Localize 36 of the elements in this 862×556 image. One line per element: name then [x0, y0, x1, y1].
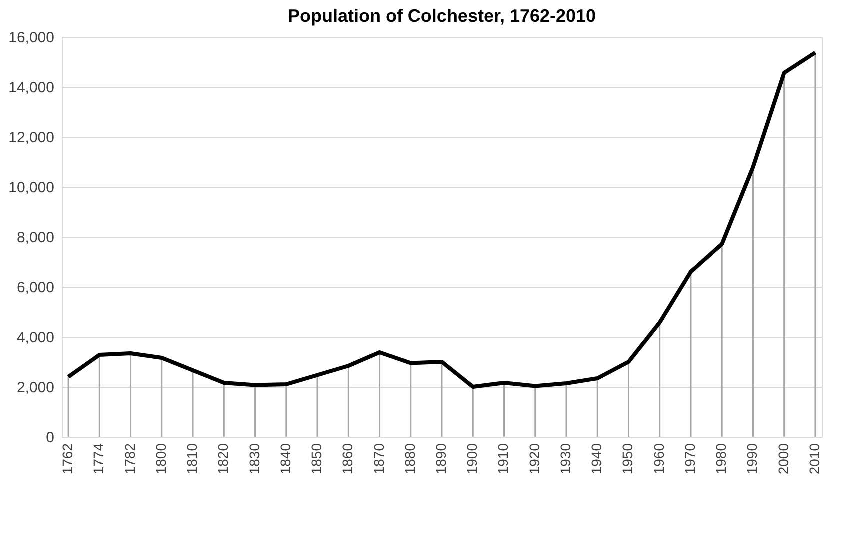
x-tick-label: 1810 — [184, 443, 200, 475]
x-tick-label: 1830 — [246, 443, 262, 475]
line-series — [66, 50, 818, 389]
y-tick-label: 2,000 — [16, 380, 54, 396]
y-tick-label: 14,000 — [8, 80, 54, 96]
y-tick-label: 6,000 — [16, 280, 54, 296]
x-tick-label: 1820 — [215, 443, 232, 475]
y-tick-label: 4,000 — [16, 330, 54, 346]
x-tick-label: 1762 — [60, 443, 76, 475]
x-tick-label: 1800 — [152, 443, 169, 475]
x-tick-label: 1930 — [557, 443, 574, 475]
y-tick-label: 12,000 — [8, 130, 54, 146]
y-tick-label: 0 — [46, 430, 54, 446]
x-tick-label: 1774 — [90, 443, 107, 475]
x-tick-label: 1840 — [277, 443, 294, 475]
x-tick-label: 1870 — [370, 443, 387, 475]
x-tick-label: 1980 — [713, 443, 730, 475]
x-tick-label: 1910 — [495, 443, 512, 475]
x-tick-label: 2010 — [806, 443, 822, 475]
x-tick-label: 1782 — [122, 443, 138, 475]
x-tick-label: 1850 — [308, 443, 325, 475]
x-tick-label: 1990 — [744, 443, 760, 475]
x-tick-label: 2000 — [775, 443, 792, 475]
x-tick-label: 1940 — [588, 443, 605, 475]
chart-title: Population of Colchester, 1762-2010 — [288, 6, 596, 26]
y-tick-label: 16,000 — [8, 30, 54, 46]
x-tick-label: 1970 — [682, 443, 698, 475]
y-tick-label: 10,000 — [8, 180, 54, 196]
x-tick-label: 1960 — [650, 443, 667, 475]
x-tick-label: 1900 — [464, 443, 480, 475]
x-tick-label: 1880 — [402, 443, 418, 475]
y-tick-label: 8,000 — [16, 230, 54, 246]
x-tick-label: 1890 — [433, 443, 449, 475]
x-tick-label: 1920 — [526, 443, 542, 475]
x-tick-label: 1860 — [340, 443, 356, 475]
x-tick-label: 1950 — [620, 443, 636, 475]
